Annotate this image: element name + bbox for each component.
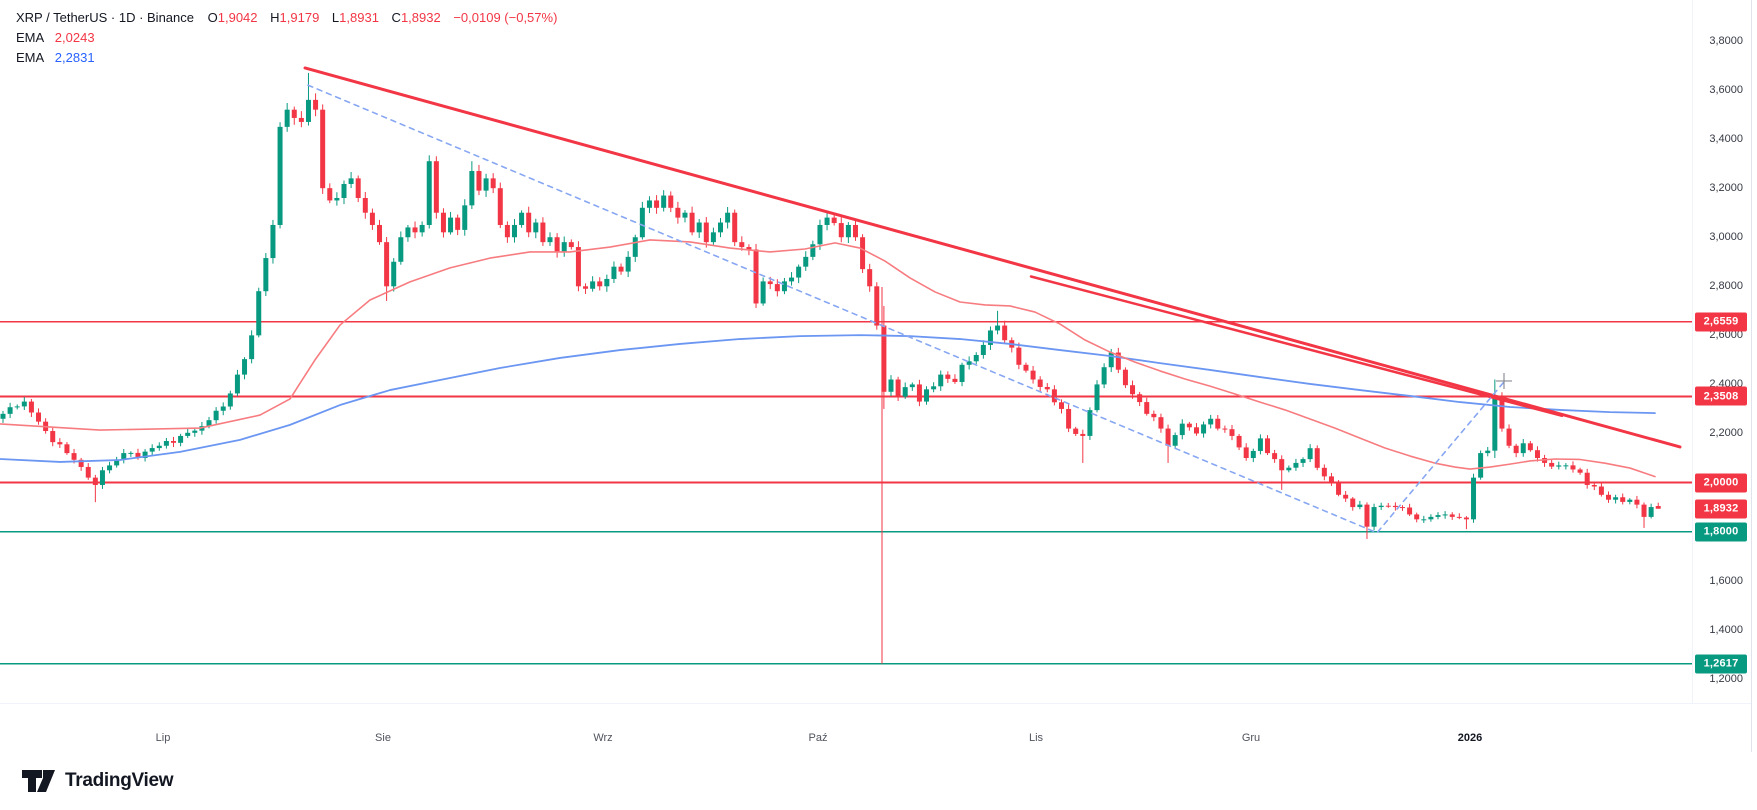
ohlc-low: L1,8931 — [331, 10, 379, 25]
price-tick-label: 1,4000 — [1709, 623, 1743, 636]
price-tick-label: 2,2000 — [1709, 427, 1743, 440]
ema-slow-value: 2,2831 — [54, 50, 95, 65]
ema-fast-line[interactable] — [0, 239, 1656, 478]
brand-name: TradingView — [65, 770, 174, 791]
ohlc-high: H1,9179 — [270, 10, 320, 25]
symbol-title: XRP / TetherUS · 1D · Binance — [16, 10, 194, 25]
trendline-drawings[interactable] — [303, 66, 1682, 449]
ema-slow-line[interactable] — [0, 334, 1656, 463]
time-axis-label: Lis — [1028, 732, 1044, 744]
footer-bar: TradingView — [0, 752, 1757, 810]
time-axis-label: 2026 — [1457, 732, 1483, 744]
legend-symbol-row[interactable]: XRP / TetherUS · 1D · Binance O1,9042 H1… — [16, 8, 557, 27]
price-tick-label: 3,0000 — [1709, 231, 1743, 244]
time-axis-label: Gru — [1241, 732, 1261, 744]
time-axis-label: Wrz — [593, 732, 613, 744]
chart-plot-area: XRP / TetherUS · 1D · Binance O1,9042 H1… — [0, 0, 1692, 703]
legend-ema-slow-row[interactable]: EMA 2,2831 — [16, 48, 557, 67]
dashed-projection-line[interactable] — [307, 84, 1507, 534]
level-price-badge: 2,0000 — [1695, 473, 1747, 493]
price-tick-label: 3,8000 — [1709, 35, 1743, 47]
tradingview-logo-icon — [22, 770, 55, 792]
last-price-badge: 1,8932 — [1695, 499, 1747, 519]
price-level-lines[interactable] — [0, 320, 1692, 665]
chart-legend: XRP / TetherUS · 1D · Binance O1,9042 H1… — [16, 8, 557, 68]
level-price-badge: 1,8000 — [1695, 522, 1747, 542]
level-price-badge: 2,6559 — [1695, 312, 1747, 332]
price-change: −0,0109 (−0,57%) — [453, 10, 558, 25]
candlestick-series[interactable] — [0, 72, 1661, 539]
price-tick-label: 1,6000 — [1709, 574, 1743, 587]
ema-fast-value: 2,0243 — [54, 30, 95, 45]
price-tick-label: 2,6000 — [1709, 329, 1743, 342]
price-axis[interactable]: 3,8000 3,6000 3,4000 3,2000 3,0000 2,8000 2,60… — [1692, 0, 1752, 703]
ohlc-open: O1,9042 — [207, 10, 258, 25]
time-axis-label: Paź — [808, 732, 828, 744]
ohlc-close: C1,8932 — [391, 10, 441, 25]
time-axis-label: Sie — [375, 732, 391, 744]
price-tick-label: 3,6000 — [1709, 84, 1743, 97]
price-tick-label: 2,8000 — [1709, 280, 1743, 293]
cross-marker — [1496, 372, 1512, 389]
widget-right-border — [1751, 0, 1752, 752]
price-tick-label: 3,2000 — [1709, 182, 1743, 195]
price-tick-label: 1,2000 — [1709, 672, 1743, 685]
time-axis-label: Lip — [155, 732, 171, 744]
price-tick-label: 3,4000 — [1709, 133, 1743, 146]
legend-ema-fast-row[interactable]: EMA 2,0243 — [16, 28, 557, 47]
tradingview-logo-link[interactable]: TradingView — [22, 769, 174, 793]
ema-fast-label: EMA — [16, 30, 45, 45]
chart-pane[interactable] — [0, 0, 1692, 703]
level-price-badge: 2,3508 — [1695, 386, 1747, 406]
level-price-badge: 1,2617 — [1695, 654, 1747, 674]
ema-slow-label: EMA — [16, 50, 45, 65]
time-axis[interactable]: Lip Sie Wrz Paź Lis Gru 2026 — [0, 703, 1751, 754]
